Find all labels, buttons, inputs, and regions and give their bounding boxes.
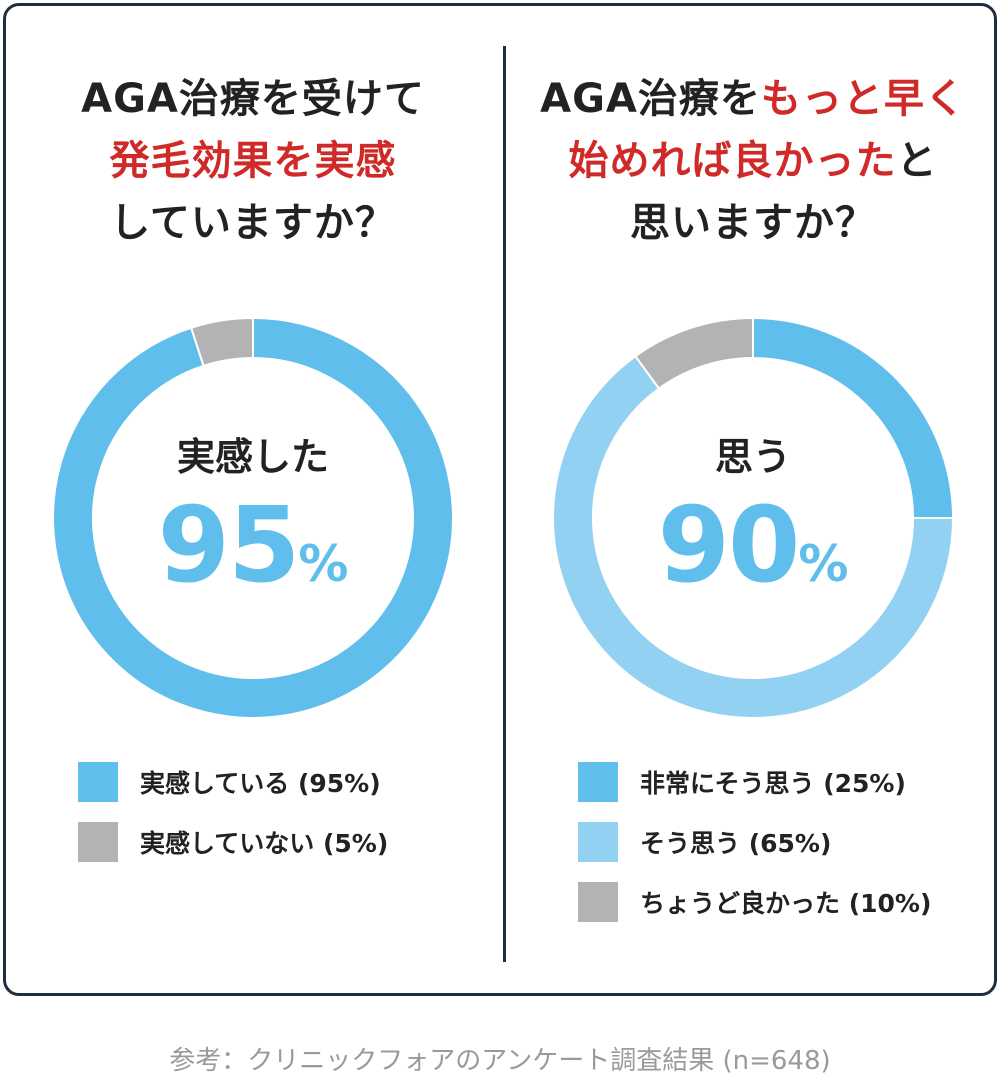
left-title-highlight: 発毛効果を実感 xyxy=(109,138,397,184)
legend-item: 実感していない (5%) xyxy=(78,822,388,862)
right-title-highlight-2: 始めれば良かった xyxy=(568,138,897,184)
right-question-title: AGA治療をもっと早く 始めれば良かったと 思いますか？ xyxy=(506,68,1000,254)
legend-item: 非常にそう思う (25%) xyxy=(578,762,931,802)
left-center-label: 実感した xyxy=(176,435,329,479)
right-title-suffix: と xyxy=(896,138,938,184)
right-center-number: 90 xyxy=(657,484,801,606)
panel-divider xyxy=(503,46,506,962)
left-title-line1: AGA治療を受けて xyxy=(81,76,425,122)
legend-swatch xyxy=(78,762,118,802)
legend-item: ちょうど良かった (10%) xyxy=(578,882,931,922)
left-question-title: AGA治療を受けて 発毛効果を実感 していますか？ xyxy=(6,68,500,254)
legend-swatch xyxy=(578,822,618,862)
legend-swatch xyxy=(78,822,118,862)
right-title-prefix: AGA治療を xyxy=(540,76,761,122)
left-center-value: 95% xyxy=(6,484,500,606)
right-title-line1: AGA治療をもっと早く xyxy=(506,68,1000,130)
legend-swatch xyxy=(578,762,618,802)
legend-label: 実感していない (5%) xyxy=(140,829,389,858)
right-title-highlight-1: もっと早く xyxy=(760,76,966,122)
donut-slice-2 xyxy=(189,316,254,368)
legend-swatch xyxy=(578,882,618,922)
legend-item: 実感している (95%) xyxy=(78,762,388,802)
panel-right: AGA治療をもっと早く 始めれば良かったと 思いますか？ 思う 90% 非常にそ… xyxy=(506,6,1000,993)
left-center-number: 95 xyxy=(157,484,301,606)
right-center-value: 90% xyxy=(506,484,1000,606)
left-center-unit: % xyxy=(298,535,349,593)
donut-slice-1 xyxy=(52,316,454,719)
left-legend: 実感している (95%) 実感していない (5%) xyxy=(78,762,388,882)
right-legend: 非常にそう思う (25%) そう思う (65%) ちょうど良かった (10%) xyxy=(578,762,931,942)
legend-item: そう思う (65%) xyxy=(578,822,931,862)
survey-card: AGA治療を受けて 発毛効果を実感 していますか？ 実感した 95% 実感してい… xyxy=(3,3,997,996)
legend-label: そう思う (65%) xyxy=(640,829,832,858)
left-donut-chart xyxy=(52,316,454,719)
right-title-line3: 思いますか？ xyxy=(630,200,876,246)
legend-label: 非常にそう思う (25%) xyxy=(640,769,906,798)
panel-left: AGA治療を受けて 発毛効果を実感 していますか？ 実感した 95% 実感してい… xyxy=(6,6,500,993)
right-center-unit: % xyxy=(798,535,849,593)
right-center-label: 思う xyxy=(714,435,791,479)
legend-label: ちょうど良かった (10%) xyxy=(640,889,932,918)
right-donut-chart xyxy=(552,316,955,719)
donut-slice-3 xyxy=(634,316,754,390)
right-title-line2: 始めれば良かったと xyxy=(506,130,1000,192)
left-title-line3: していますか？ xyxy=(110,200,396,246)
source-note: 参考：クリニックフォアのアンケート調査結果 (n=648) xyxy=(169,1046,831,1076)
donut-slice-2 xyxy=(552,354,955,719)
legend-label: 実感している (95%) xyxy=(140,769,381,798)
